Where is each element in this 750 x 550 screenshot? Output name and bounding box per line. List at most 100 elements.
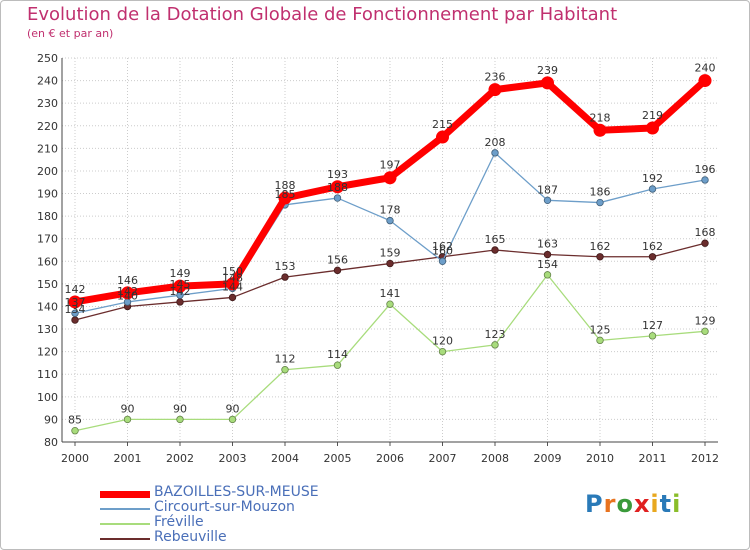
y-tick-label: 100 bbox=[37, 391, 58, 404]
data-point bbox=[121, 286, 134, 300]
data-point bbox=[701, 176, 709, 184]
data-point bbox=[593, 123, 607, 137]
legend-label: Circourt-sur-Mouzon bbox=[154, 499, 295, 515]
data-label: 163 bbox=[537, 238, 558, 251]
legend-label: Fréville bbox=[154, 514, 204, 530]
legend-swatch bbox=[100, 523, 150, 525]
y-tick-label: 180 bbox=[37, 210, 58, 223]
data-point bbox=[176, 415, 184, 424]
legend-swatch bbox=[100, 508, 150, 510]
y-tick-label: 160 bbox=[37, 255, 58, 268]
data-point bbox=[71, 427, 79, 435]
chart-title: Evolution de la Dotation Globale de Fonc… bbox=[27, 4, 618, 25]
data-label: 162 bbox=[642, 240, 663, 253]
data-point bbox=[71, 309, 79, 317]
data-point bbox=[71, 316, 79, 324]
data-label: 153 bbox=[275, 260, 296, 273]
proxiti-logo: Proxiti bbox=[585, 490, 681, 518]
data-point bbox=[228, 415, 237, 424]
data-label: 159 bbox=[380, 247, 401, 260]
data-point bbox=[383, 171, 397, 185]
data-label: 90 bbox=[121, 402, 135, 415]
data-label: 146 bbox=[117, 274, 138, 287]
y-tick-label: 150 bbox=[37, 278, 58, 291]
legend-label: Rebeuville bbox=[154, 529, 227, 545]
data-label: 219 bbox=[642, 109, 663, 122]
legend-swatch bbox=[100, 538, 150, 540]
data-point bbox=[333, 361, 342, 369]
data-point bbox=[648, 332, 657, 340]
data-label: 156 bbox=[327, 253, 348, 266]
logo-letter: x bbox=[633, 490, 651, 518]
data-point bbox=[491, 149, 499, 157]
x-tick-label: 2008 bbox=[481, 452, 509, 465]
data-label: 140 bbox=[117, 289, 138, 302]
data-label: 154 bbox=[537, 258, 558, 271]
data-point bbox=[436, 130, 449, 144]
data-label: 123 bbox=[485, 328, 506, 341]
logo-letter: o bbox=[616, 490, 634, 518]
x-tick-label: 2011 bbox=[639, 452, 667, 465]
data-label: 160 bbox=[432, 244, 453, 257]
data-label: 193 bbox=[327, 168, 348, 181]
data-label: 208 bbox=[485, 136, 506, 149]
data-label: 114 bbox=[327, 348, 348, 361]
data-point bbox=[333, 266, 342, 275]
data-point bbox=[68, 295, 82, 309]
data-label: 129 bbox=[695, 314, 716, 327]
data-label: 150 bbox=[222, 265, 243, 278]
x-tick-label: 2004 bbox=[271, 452, 299, 465]
data-label: 125 bbox=[590, 323, 611, 336]
x-tick-label: 2006 bbox=[376, 452, 404, 465]
y-tick-label: 110 bbox=[37, 368, 58, 381]
y-tick-label: 210 bbox=[37, 142, 58, 155]
y-tick-label: 130 bbox=[37, 323, 58, 336]
logo-letter: i bbox=[672, 490, 682, 518]
data-label: 187 bbox=[537, 183, 558, 196]
data-label: 188 bbox=[327, 181, 348, 194]
y-tick-label: 190 bbox=[37, 188, 58, 201]
data-label: 90 bbox=[173, 402, 187, 415]
data-label: 186 bbox=[590, 186, 611, 199]
data-point bbox=[438, 257, 447, 265]
data-label: 162 bbox=[590, 240, 611, 253]
y-tick-label: 170 bbox=[37, 233, 58, 246]
data-point bbox=[698, 74, 712, 88]
x-tick-label: 2007 bbox=[429, 452, 457, 465]
x-tick-label: 2003 bbox=[219, 452, 247, 465]
y-tick-label: 120 bbox=[37, 346, 58, 359]
data-point bbox=[386, 300, 394, 308]
data-label: 197 bbox=[380, 159, 401, 172]
data-point bbox=[491, 246, 499, 254]
x-tick-label: 2002 bbox=[166, 452, 194, 465]
x-tick-label: 2001 bbox=[114, 452, 142, 465]
data-point bbox=[228, 293, 237, 302]
logo-letter: r bbox=[603, 490, 617, 518]
logo-letter: i bbox=[650, 490, 660, 518]
data-label: 120 bbox=[432, 335, 453, 348]
data-label: 168 bbox=[695, 226, 716, 239]
data-point bbox=[488, 83, 502, 97]
data-label: 145 bbox=[170, 278, 191, 291]
legend-label: BAZOILLES-SUR-MEUSE bbox=[154, 484, 319, 500]
data-label: 215 bbox=[432, 118, 453, 131]
data-label: 192 bbox=[642, 172, 663, 185]
data-label: 185 bbox=[275, 188, 296, 201]
logo-letter: t bbox=[659, 490, 673, 518]
x-tick-label: 2009 bbox=[534, 452, 562, 465]
data-point bbox=[331, 180, 344, 194]
data-label: 188 bbox=[275, 179, 296, 192]
data-point bbox=[176, 298, 184, 306]
data-point bbox=[281, 273, 289, 281]
data-point bbox=[541, 76, 554, 90]
data-label: 240 bbox=[695, 62, 716, 75]
data-point bbox=[648, 185, 657, 193]
grid bbox=[62, 57, 718, 443]
data-label: 85 bbox=[68, 414, 82, 427]
data-label: 178 bbox=[380, 204, 401, 217]
data-point bbox=[701, 327, 709, 336]
data-label: 218 bbox=[590, 111, 611, 124]
y-tick-label: 250 bbox=[37, 52, 58, 65]
